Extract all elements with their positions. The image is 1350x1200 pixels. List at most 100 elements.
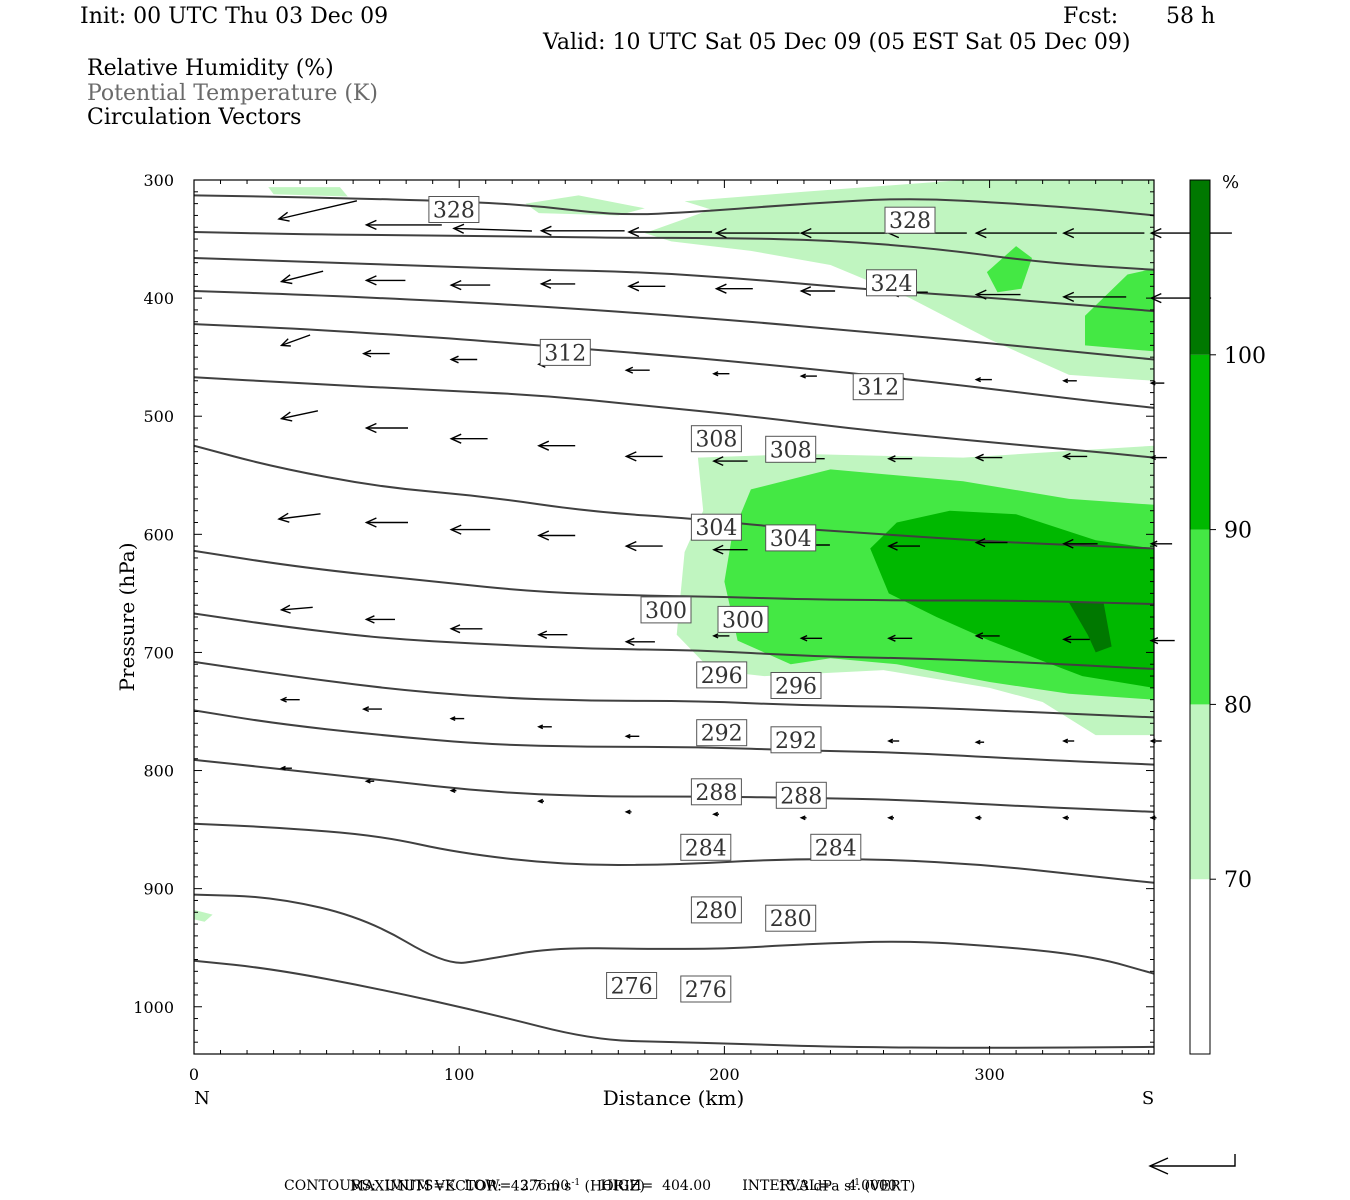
wind-vector [1149, 540, 1173, 548]
contour-label-text: 324 [871, 272, 913, 297]
contour-label-box [884, 206, 936, 234]
contour-label: 328 [884, 206, 936, 234]
wind-vector [1149, 380, 1165, 386]
theta-contour-276 [194, 959, 1154, 1049]
wind-vector [364, 615, 395, 624]
wind-vector [624, 733, 640, 739]
wind-vector [1062, 291, 1127, 303]
wind-vector [799, 815, 807, 821]
theta-contour-300 [194, 612, 1154, 670]
contour-label-text: 292 [701, 722, 743, 747]
wind-vector [279, 765, 292, 771]
y-tick-label: 300 [143, 171, 174, 190]
colorbar-swatch [1190, 879, 1210, 1054]
contour-label-text: 292 [775, 729, 817, 754]
wind-vector [539, 279, 576, 289]
wind-vector [714, 283, 753, 294]
contour-label-box [680, 833, 732, 861]
contour-label: 280 [690, 896, 742, 924]
wind-vector [624, 366, 650, 374]
colorbar: 70 80 90 100% [1189, 172, 1266, 1055]
x-axis-title: Distance (km) [603, 1086, 745, 1110]
colorbar-label: 70 [1224, 868, 1252, 893]
field-rh: Relative Humidity (%) [87, 56, 334, 81]
contour-label-box [696, 661, 748, 689]
wind-vector [364, 219, 442, 231]
wind-vector [799, 634, 823, 642]
contour-label: 300 [717, 605, 769, 633]
forecast-hour: 58 h [1166, 4, 1216, 29]
contour-label-box [765, 524, 817, 552]
theta-contour-280 [194, 893, 1154, 975]
x-tick-label: 100 [444, 1065, 475, 1084]
contour-label: 308 [765, 435, 817, 463]
contour-label-text: 308 [770, 438, 812, 463]
contour-label-text: 276 [611, 975, 653, 1000]
contour-label-box [606, 972, 658, 999]
wind-vector [1062, 635, 1090, 644]
rh-region-70 [525, 195, 645, 216]
wind-vector [887, 455, 913, 463]
wind-vector [449, 624, 483, 634]
wind-vector [537, 724, 552, 730]
contour-label-box [775, 781, 827, 809]
theta-contour-308 [194, 444, 1154, 550]
wind-vector [974, 739, 985, 745]
contour-label-box [765, 904, 817, 932]
contour-label-box [690, 513, 742, 541]
contour-label-box [640, 596, 692, 624]
theta-contour-296 [194, 660, 1154, 719]
theta-contour-284 [194, 822, 1154, 884]
contour-label-text: 280 [770, 907, 812, 932]
plot-axes: 300 400 500 600 700 800 900 1000 0 100 200 300 N S Dis… [115, 171, 1155, 1110]
contour-label: 288 [690, 778, 742, 806]
wind-vector [624, 637, 655, 647]
contour-label-box [866, 269, 917, 297]
contour-label-text: 288 [780, 784, 822, 809]
y-tick-label: 400 [143, 289, 174, 308]
contour-label: 312 [539, 338, 591, 366]
wind-vector [537, 530, 576, 541]
contour-label-text: 304 [695, 516, 737, 541]
wind-vector [364, 422, 408, 434]
colorbar-label: 80 [1224, 693, 1252, 718]
wind-vector [1062, 452, 1088, 460]
x-end-label-south: S [1142, 1088, 1154, 1109]
theta-contour-288 [194, 758, 1154, 813]
wind-vector [449, 716, 465, 722]
wind-vector [361, 706, 382, 713]
colorbar-unit: % [1222, 172, 1239, 193]
wind-vector [1062, 227, 1145, 239]
contour-label-text: 308 [695, 428, 737, 453]
wind-vector [974, 815, 982, 821]
wind-vector [279, 696, 300, 703]
contour-label: 284 [680, 833, 732, 861]
wind-vector [364, 778, 375, 784]
wind-vector [1149, 738, 1162, 744]
contour-label-box [770, 672, 822, 699]
theta-contour-312 [194, 376, 1154, 459]
colorbar-swatch [1190, 704, 1210, 880]
contour-label-text: 304 [770, 527, 812, 552]
wind-vector [1062, 378, 1077, 384]
theta-contour-304 [194, 549, 1154, 605]
wind-vector [449, 524, 491, 535]
wind-vector [799, 286, 836, 296]
x-tick-label: 0 [189, 1065, 199, 1084]
wind-vector [887, 634, 913, 642]
wind-vector [449, 279, 491, 291]
colorbar-swatch [1190, 529, 1210, 705]
contour-label-text: 312 [544, 341, 586, 366]
contour-label-box [690, 425, 742, 453]
colorbar-swatch [1190, 180, 1210, 355]
wind-vector [362, 349, 390, 358]
wind-vector [537, 798, 544, 804]
theta-contour-332 [194, 194, 1154, 217]
wind-vector [537, 630, 568, 639]
contour-label: 292 [770, 726, 822, 754]
contour-label-box [852, 373, 904, 401]
field-theta: Potential Temperature (K) [87, 81, 378, 106]
contour-label: 276 [606, 972, 658, 1000]
x-end-label-north: N [194, 1088, 210, 1109]
contour-label: 288 [775, 781, 827, 809]
